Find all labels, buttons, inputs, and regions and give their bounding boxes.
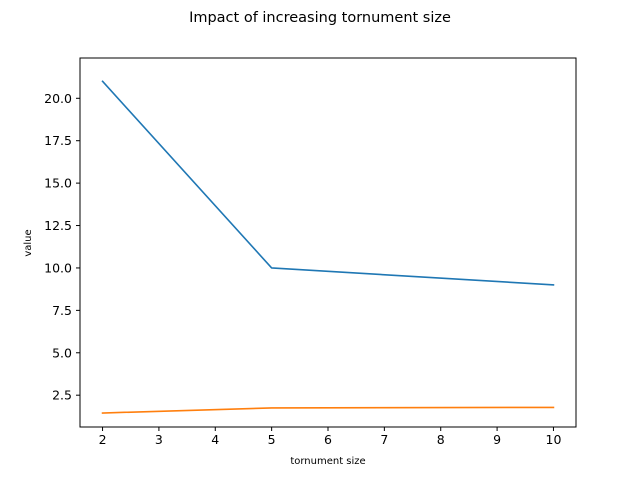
y-tick-label: 10.0 [44,260,72,275]
y-tick-label: 17.5 [44,133,72,148]
y-axis-label: value [23,229,34,256]
x-tick-label: 7 [380,432,388,447]
plot-frame [79,57,577,428]
series-layer [101,80,555,414]
x-tick-label: 4 [211,432,219,447]
x-tick-label: 10 [546,432,562,447]
y-tick-label: 2.5 [52,388,72,403]
y-tick-label: 7.5 [52,303,72,318]
series-line-1 [101,80,555,286]
x-axis-label: tornument size [290,456,365,467]
y-tick-label: 5.0 [52,345,72,360]
x-tick-label: 3 [155,432,163,447]
x-tick-label: 8 [437,432,445,447]
series-line-2 [101,406,555,414]
y-tick-label: 20.0 [44,91,72,106]
x-tick-label: 9 [493,432,501,447]
axes-layer: 2 3 4 5 6 7 8 9 10 2.5 5.0 7.5 10.0 12.5 15.0 17.5 20.0 [44,57,577,447]
chart-title: Impact of increasing tornument size [189,10,451,26]
y-tick-label: 15.0 [44,176,72,191]
x-tick-label: 2 [99,432,107,447]
x-tick-label: 5 [268,432,276,447]
y-tick-label: 12.5 [44,218,72,233]
x-tick-label: 6 [324,432,332,447]
